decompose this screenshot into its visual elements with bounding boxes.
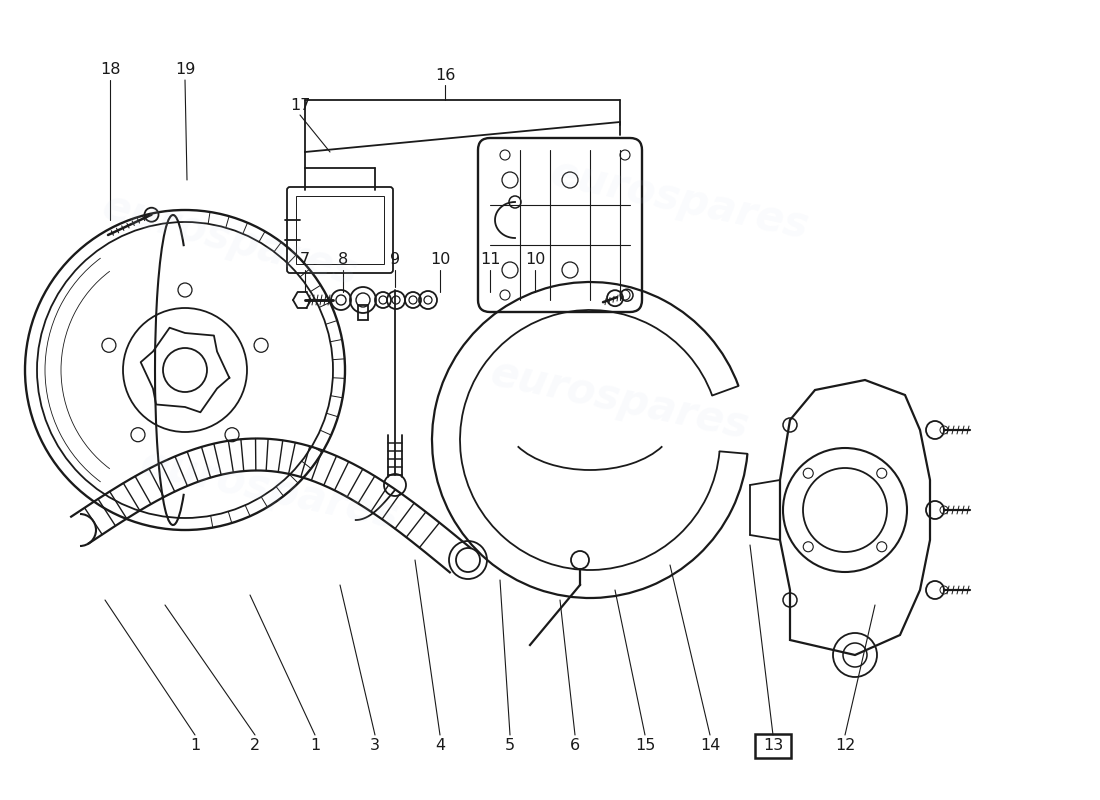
Text: 3: 3 — [370, 738, 379, 753]
Text: 1: 1 — [310, 738, 320, 753]
Text: 12: 12 — [835, 738, 855, 753]
Text: eurospares: eurospares — [487, 352, 754, 448]
Text: 16: 16 — [434, 67, 455, 82]
Text: eurospares: eurospares — [136, 442, 403, 538]
Text: 10: 10 — [525, 253, 546, 267]
Bar — [296, 196, 384, 264]
Text: 1: 1 — [190, 738, 200, 753]
Text: 8: 8 — [338, 253, 348, 267]
Text: 11: 11 — [480, 253, 501, 267]
Text: 2: 2 — [250, 738, 260, 753]
Text: eurospares: eurospares — [98, 186, 363, 294]
Bar — [358, 305, 368, 320]
Text: 9: 9 — [389, 253, 400, 267]
Text: 15: 15 — [635, 738, 656, 753]
Text: 17: 17 — [289, 98, 310, 113]
Text: 19: 19 — [175, 62, 195, 78]
Text: 13: 13 — [763, 738, 783, 753]
Text: 14: 14 — [700, 738, 720, 753]
Text: 5: 5 — [505, 738, 515, 753]
Bar — [755, 734, 791, 758]
Text: 4: 4 — [434, 738, 446, 753]
Text: 18: 18 — [100, 62, 120, 78]
Text: 10: 10 — [430, 253, 450, 267]
Text: eurospares: eurospares — [547, 152, 813, 248]
Text: 7: 7 — [300, 253, 310, 267]
Text: 6: 6 — [570, 738, 580, 753]
